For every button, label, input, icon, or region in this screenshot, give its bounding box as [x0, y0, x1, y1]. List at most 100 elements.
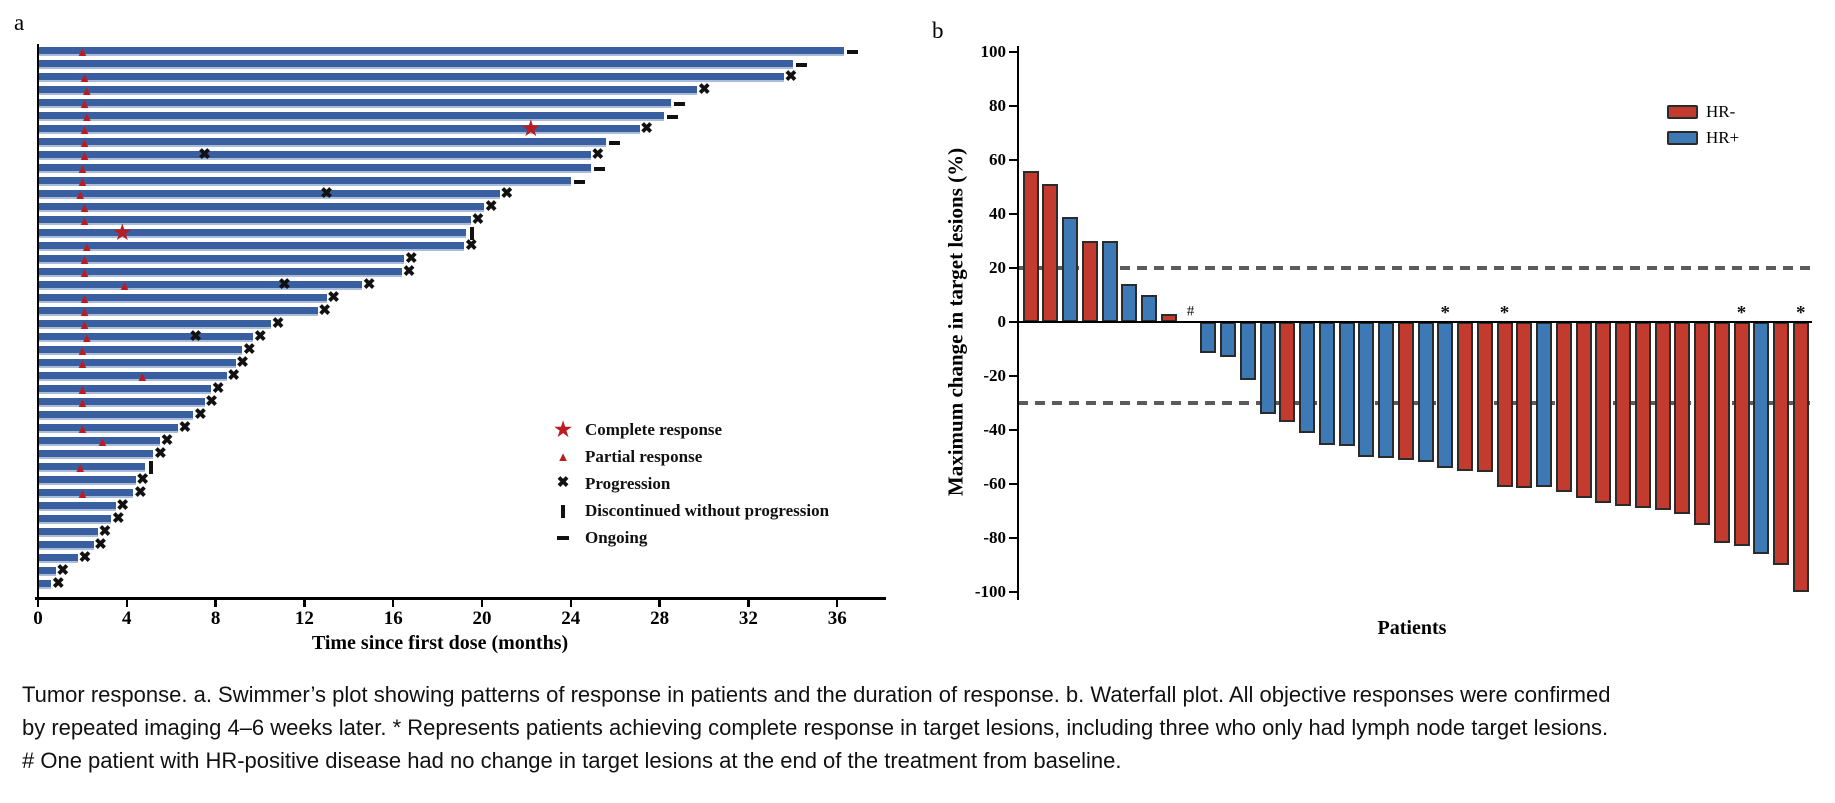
- waterfall-bar: [1378, 322, 1394, 459]
- partial-response-icon: ▲: [75, 381, 89, 397]
- partial-response-icon: ▲: [78, 147, 92, 163]
- progression-icon: ✖: [56, 562, 70, 579]
- waterfall-bar: [1397, 322, 1414, 460]
- progression-icon: ✖: [98, 523, 112, 540]
- waterfall-y-tick: [1008, 320, 1017, 324]
- progression-icon: ✖: [320, 185, 333, 202]
- waterfall-bar: [1753, 322, 1770, 555]
- legend-hr-negative: HR-: [1706, 102, 1736, 121]
- partial-response-icon: ▲: [78, 95, 92, 111]
- swimmer-bar: [38, 281, 363, 290]
- swimmer-x-tick: [214, 599, 217, 607]
- partial-response-icon: ▲: [80, 238, 94, 254]
- waterfall-y-tick-label: -20: [983, 366, 1006, 385]
- progression-icon: ✖: [227, 367, 240, 384]
- partial-response-icon: ▲: [73, 459, 87, 475]
- waterfall-bar: [1516, 322, 1533, 489]
- swimmer-bar: [38, 203, 485, 212]
- progression-icon: ✖: [254, 328, 267, 345]
- waterfall-y-tick: [1008, 374, 1017, 378]
- ongoing-icon: [593, 166, 605, 171]
- progression-icon: ✖: [318, 302, 332, 319]
- waterfall-y-tick-label: -80: [983, 528, 1006, 547]
- partial-response-icon: ▲: [75, 43, 89, 59]
- partial-response-icon: ▲: [75, 160, 89, 176]
- progression-icon: ✖: [236, 354, 249, 371]
- waterfall-y-tick-label: -60: [983, 474, 1006, 493]
- waterfall-y-tick-label: 100: [980, 42, 1007, 61]
- partial-response-icon: ▲: [75, 342, 89, 358]
- swimmer-bar: [38, 541, 94, 550]
- swimmer-x-tick-label: 0: [33, 608, 43, 629]
- swimmer-bar: [38, 580, 52, 589]
- complete-response-icon: ★: [520, 115, 542, 141]
- swimmer-x-tick-label: 16: [383, 608, 403, 629]
- partial-response-icon: ▲: [75, 173, 89, 189]
- partial-response-icon: ▲: [118, 277, 132, 293]
- waterfall-y-tick-label: -40: [983, 420, 1006, 439]
- progression-icon: ✖: [464, 237, 478, 254]
- swimmer-x-axis-title: Time since first dose (months): [311, 632, 569, 654]
- reference-dashed-line: [1018, 401, 1812, 405]
- waterfall-bar: [1299, 322, 1315, 433]
- progression-icon: ✖: [402, 263, 416, 280]
- swimmer-bar: [38, 86, 698, 95]
- partial-response-icon: ▲: [75, 485, 89, 501]
- progression-icon: ✖: [194, 406, 207, 423]
- progression-icon: ✖: [78, 549, 92, 566]
- progression-icon: ✖: [205, 393, 218, 410]
- swimmer-bar: [38, 229, 467, 238]
- legend-ongoing: Ongoing: [585, 528, 648, 547]
- partial-response-icon: ▲: [80, 108, 94, 124]
- swimmer-x-tick: [391, 599, 395, 607]
- waterfall-y-tick-label: -100: [974, 582, 1006, 601]
- progression-icon: ✖: [134, 484, 147, 501]
- swimmer-bar: [38, 138, 607, 147]
- waterfall-bar: [1694, 322, 1710, 525]
- swimmer-bar: [38, 99, 671, 108]
- progression-icon: ✖: [484, 198, 498, 215]
- swimmer-x-tick-label: 12: [294, 608, 314, 629]
- partial-response-icon: ▲: [556, 449, 570, 465]
- swimmer-bar: [38, 255, 405, 264]
- waterfall-y-tick-label: 80: [989, 96, 1006, 115]
- progression-icon: ✖: [154, 445, 167, 462]
- waterfall-bar: [1318, 322, 1335, 445]
- waterfall-bar: [1358, 322, 1375, 457]
- waterfall-y-tick-label: 60: [989, 150, 1006, 169]
- partial-response-icon: ▲: [78, 264, 92, 280]
- progression-icon: ✖: [211, 380, 225, 397]
- partial-response-icon: ▲: [73, 186, 87, 202]
- waterfall-y-axis-title: Maximum change in target lesions (%): [943, 147, 968, 497]
- waterfall-bar: [1496, 322, 1513, 487]
- hr-negative-swatch: [1667, 105, 1698, 119]
- waterfall-y-tick: [1008, 212, 1017, 216]
- waterfall-plot: # * * * * 100 80 60 40 20 0 -20 -40 -60 -80 -100: [918, 0, 1835, 670]
- waterfall-bar: [1200, 322, 1217, 354]
- swimmer-x-tick: [303, 599, 306, 607]
- swimmer-x-tick: [569, 599, 573, 607]
- partial-response-icon: ▲: [75, 420, 89, 436]
- swimmer-bar: [38, 242, 465, 251]
- waterfall-bar: [1476, 322, 1493, 472]
- waterfall-bar: [1634, 322, 1651, 509]
- waterfall-bar: [1121, 284, 1138, 322]
- waterfall-bar: [1141, 295, 1157, 322]
- waterfall-bar: [1259, 322, 1276, 414]
- swimmer-bar: [38, 151, 591, 160]
- no-change-hash: #: [1186, 303, 1195, 320]
- ongoing-icon: [609, 140, 621, 145]
- partial-response-icon: ▲: [80, 329, 94, 345]
- complete-response-icon: ★: [552, 417, 574, 443]
- progression-icon: ✖: [471, 211, 485, 228]
- swimmer-y-axis: [36, 44, 39, 600]
- progression-icon: ✖: [160, 432, 174, 449]
- ongoing-icon: [557, 536, 569, 540]
- complete-response-asterisk: *: [1440, 302, 1451, 324]
- discontinued-icon: [470, 227, 475, 240]
- waterfall-legend: HR- HR+: [1660, 98, 1820, 158]
- swimmer-x-tick-label: 28: [650, 608, 670, 629]
- waterfall-y-tick: [1008, 590, 1017, 594]
- swimmer-bar: [38, 489, 134, 498]
